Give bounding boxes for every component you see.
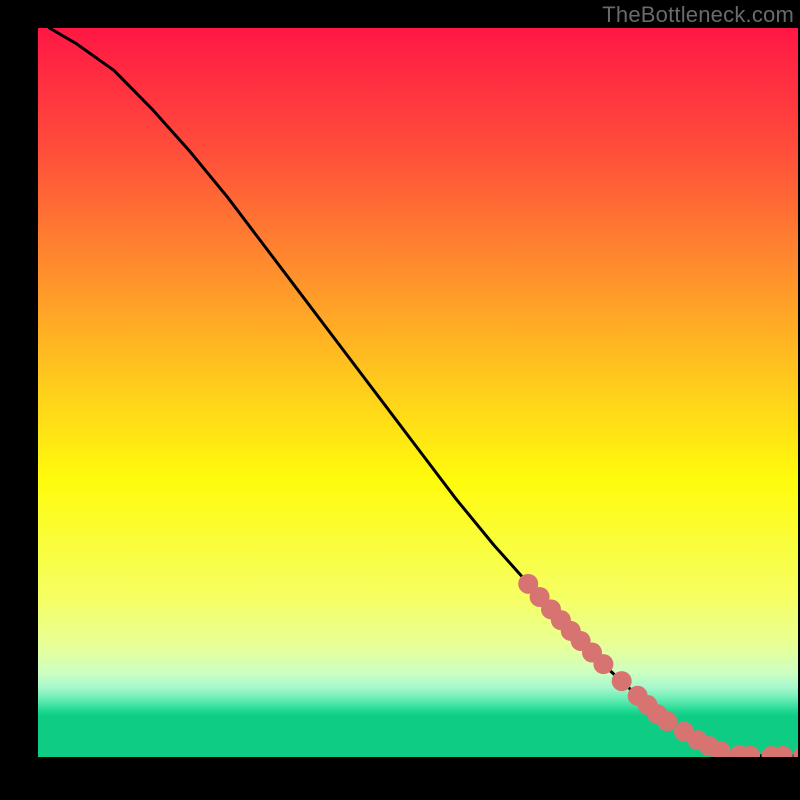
data-marker [657, 711, 677, 731]
plot-area [38, 28, 798, 800]
chart-frame: TheBottleneck.com [0, 0, 800, 800]
bottom-band [38, 757, 798, 800]
plot-svg [38, 28, 798, 800]
data-marker [612, 671, 632, 691]
data-marker [593, 654, 613, 674]
watermark-text: TheBottleneck.com [602, 2, 794, 28]
curve-line [49, 28, 798, 756]
